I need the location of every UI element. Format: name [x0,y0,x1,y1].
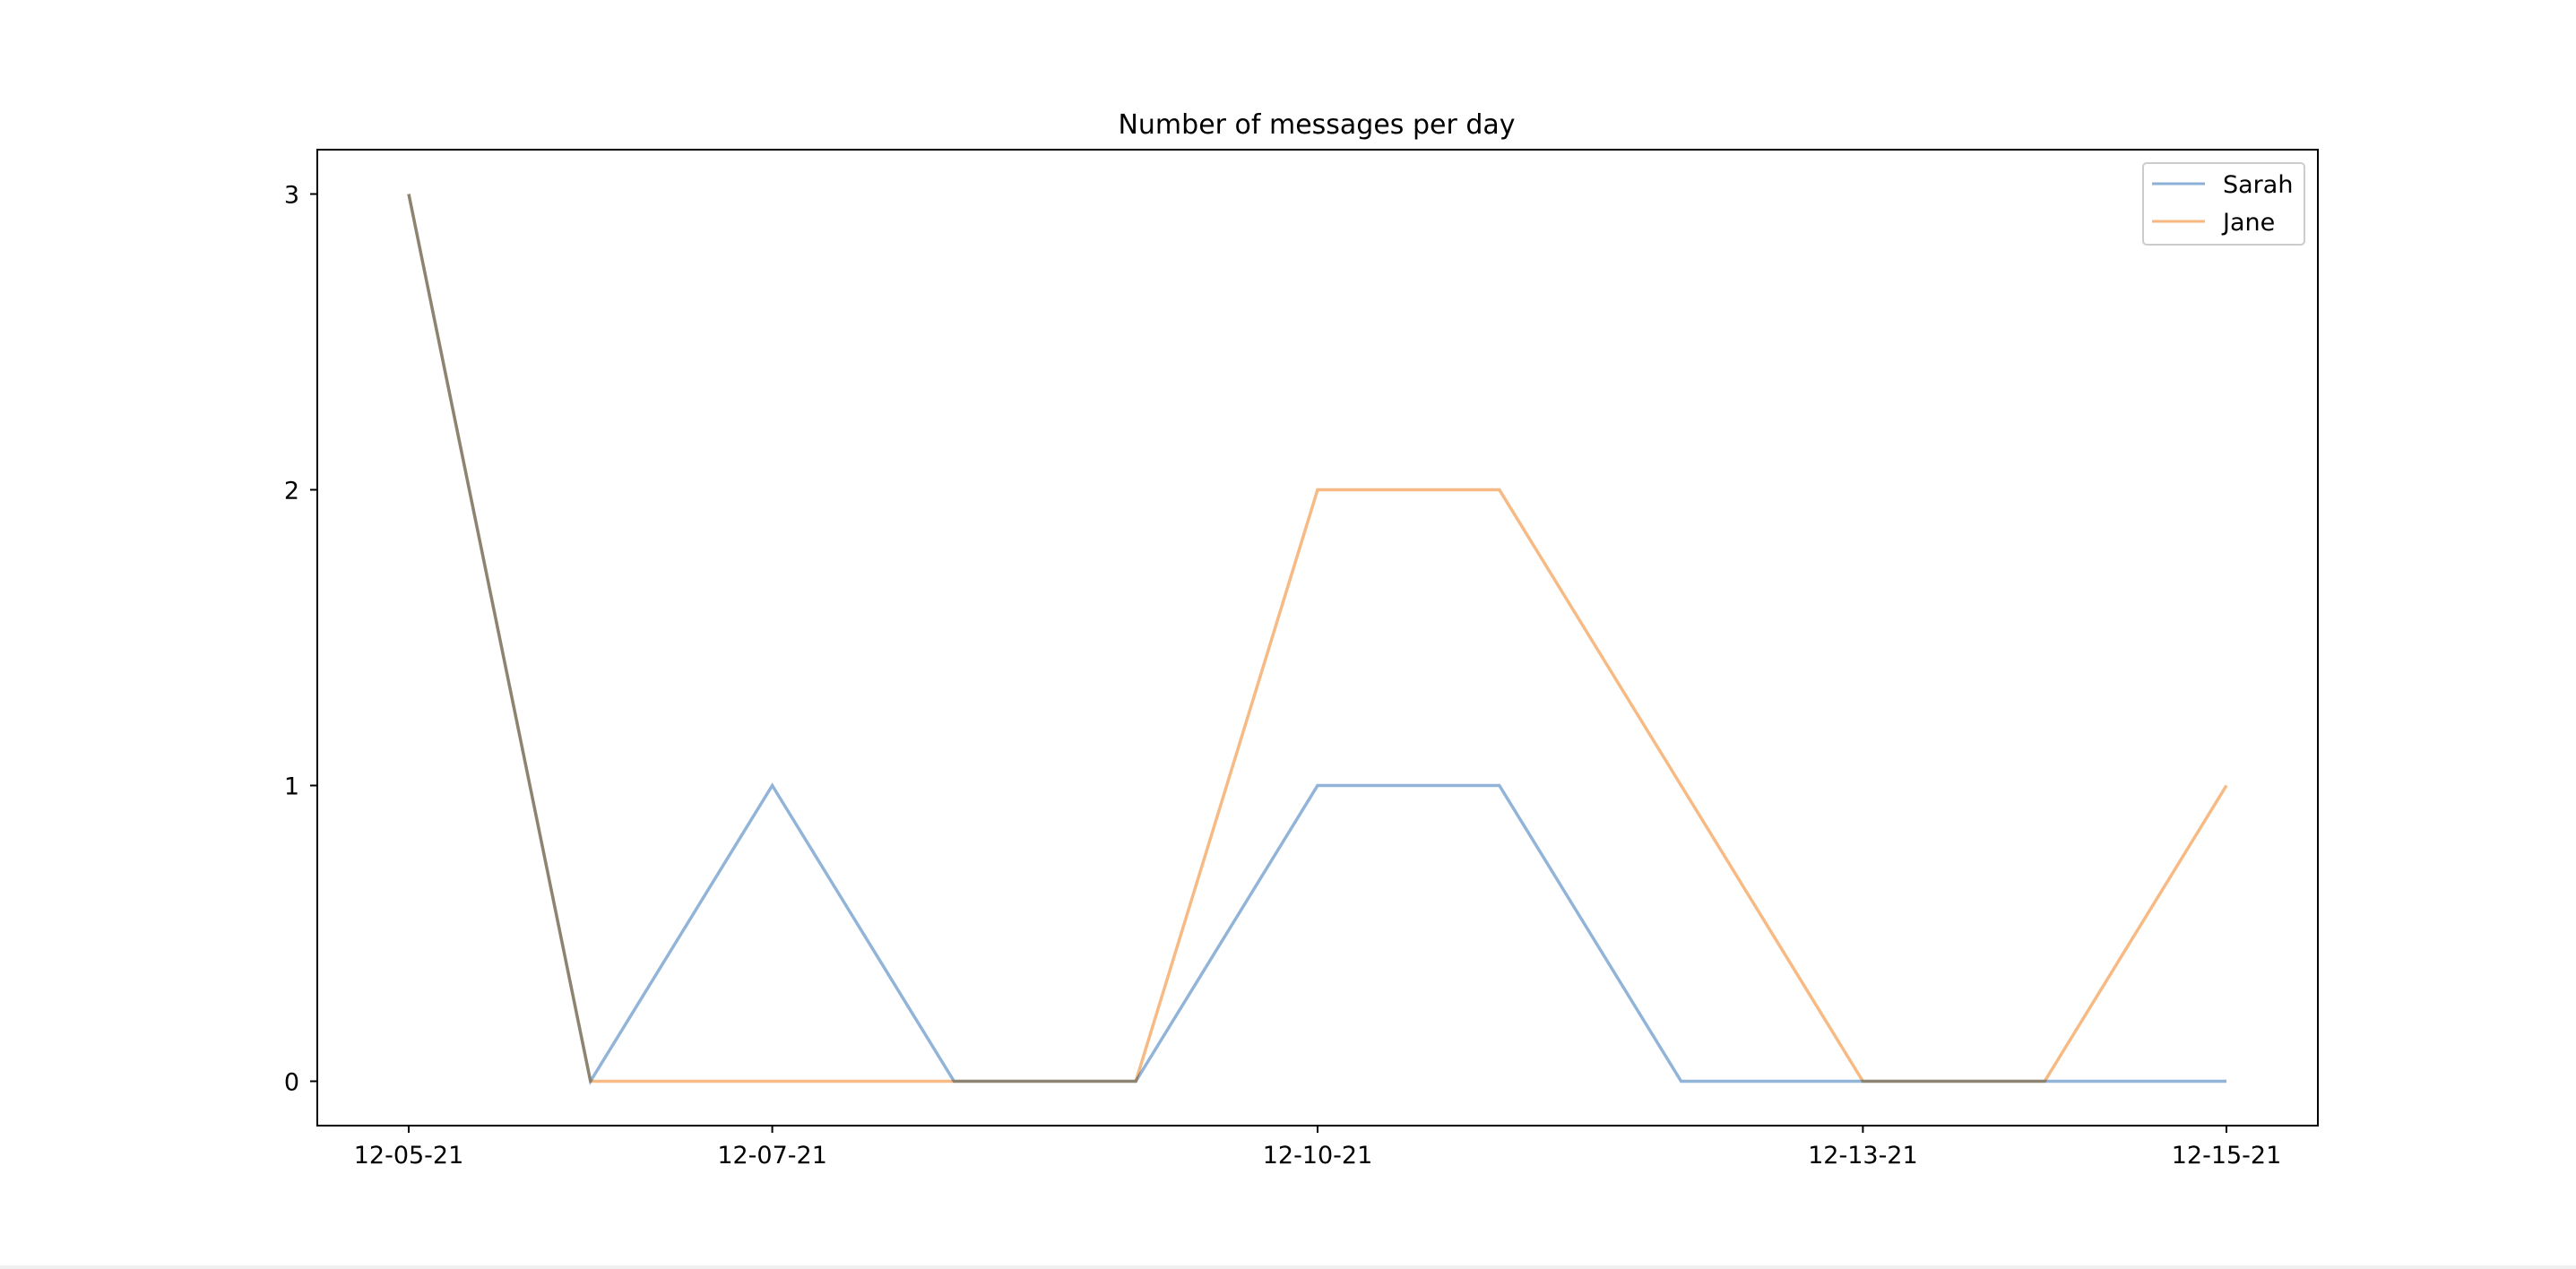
x-tick-label: 12-10-21 [1263,1142,1373,1170]
series-line-jane [407,194,2228,1083]
x-tick-label: 12-13-21 [1808,1142,1918,1170]
series-lines [407,194,2228,1086]
plot-frame [316,149,2319,1127]
legend-label-sarah: Sarah [2223,171,2293,199]
x-tick-label: 12-15-21 [2172,1142,2282,1170]
y-tick-label: 1 [284,773,299,801]
x-tick-label: 12-05-21 [354,1142,464,1170]
y-tick-label: 3 [284,182,299,210]
y-tick-label: 0 [284,1069,299,1097]
legend-label-jane: Jane [2221,209,2275,237]
bottom-strip [0,1265,2576,1269]
y-tick-label: 2 [284,478,299,505]
x-axis: 12-05-21 12-07-21 12-10-21 12-13-21 12-15-21 [354,1126,2282,1170]
y-axis: 0 1 2 3 [284,182,317,1097]
x-tick-label: 12-07-21 [717,1142,827,1170]
legend: Sarah Jane [2142,162,2305,246]
chart-title: Number of messages per day [1118,109,1515,141]
